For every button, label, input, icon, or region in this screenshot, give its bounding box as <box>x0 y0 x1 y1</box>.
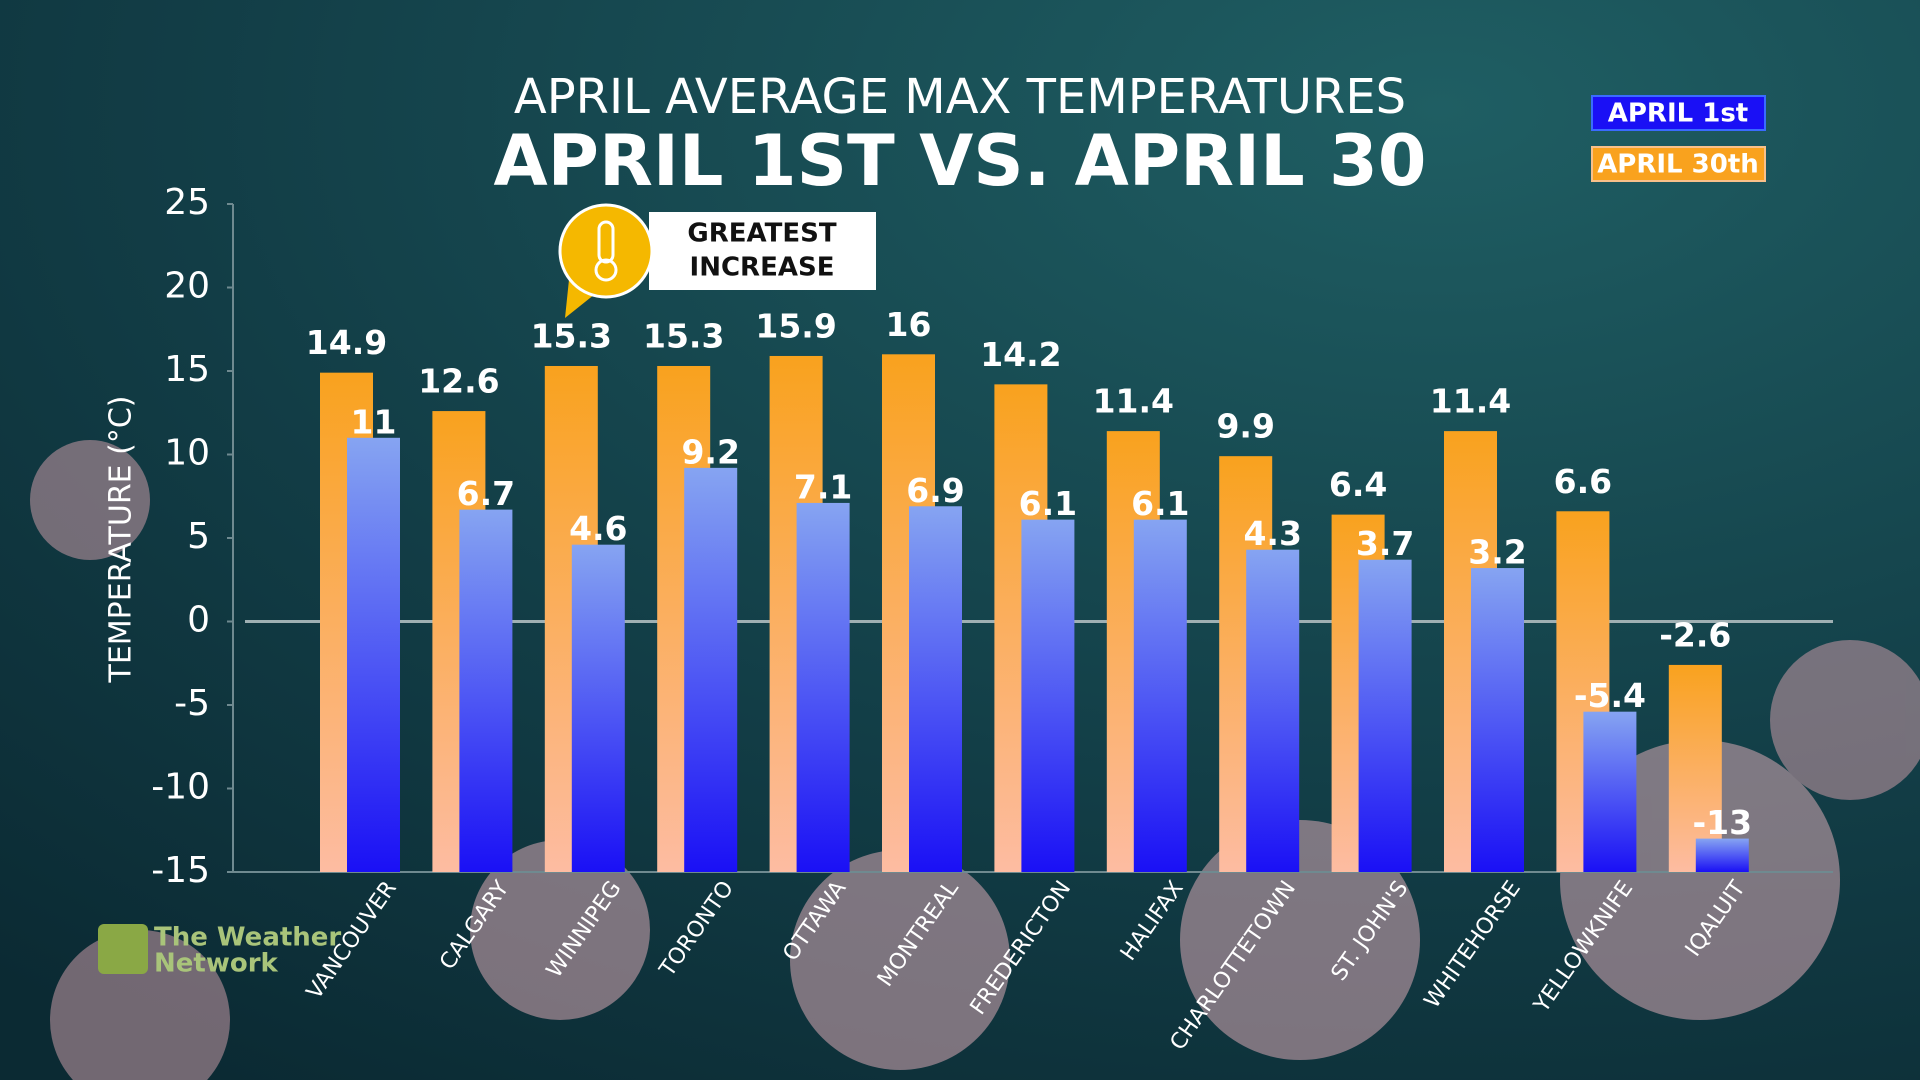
bar <box>1133 519 1187 872</box>
y-tick-label: 5 <box>187 516 210 557</box>
y-tick-label: 20 <box>164 266 210 307</box>
bar <box>1668 664 1722 872</box>
value-label: 14.2 <box>980 335 1061 374</box>
y-tick-label: 0 <box>187 600 210 641</box>
chart-subtitle: APRIL 1ST VS. APRIL 30 <box>493 120 1426 202</box>
annotation-box <box>649 212 876 290</box>
annotation-text: GREATEST <box>687 219 836 249</box>
value-label: 3.2 <box>1468 533 1526 572</box>
value-label: 7.1 <box>794 467 852 506</box>
value-label: 16 <box>886 305 932 344</box>
value-label: 11 <box>351 402 397 441</box>
annotation-icon <box>558 203 654 299</box>
value-label: 3.7 <box>1356 524 1414 563</box>
bar <box>1471 568 1524 872</box>
y-axis-title: TEMPERATURE (°C) <box>104 395 139 683</box>
legend-swatch <box>1591 146 1766 182</box>
bar <box>796 502 850 872</box>
annotation: GREATEST INCREASE <box>558 203 876 318</box>
value-label: -2.6 <box>1659 615 1731 654</box>
thermometer-bulb <box>594 258 618 282</box>
bar <box>1021 519 1075 872</box>
value-label: 6.1 <box>1019 484 1077 523</box>
value-label: 6.9 <box>906 471 964 510</box>
bar <box>571 544 625 872</box>
bar <box>347 437 400 872</box>
logo-text: Network <box>154 949 279 979</box>
value-label: -13 <box>1692 803 1752 842</box>
y-tick-label: 15 <box>164 349 210 390</box>
value-label: 12.6 <box>418 362 499 401</box>
annotation-text: INCREASE <box>690 253 835 283</box>
bar <box>1583 711 1637 872</box>
bar <box>909 506 962 872</box>
bar <box>459 509 513 872</box>
bar <box>1246 549 1300 872</box>
y-tick-label: 10 <box>164 433 210 474</box>
legend-swatch <box>1591 95 1766 131</box>
value-label: 9.9 <box>1216 407 1274 446</box>
bar <box>1358 559 1412 872</box>
value-label: 11.4 <box>1093 382 1174 421</box>
thermometer <box>597 220 615 264</box>
logo-text: The Weather <box>154 923 341 953</box>
y-tick-label: -10 <box>151 767 210 808</box>
value-label: 4.6 <box>569 509 627 548</box>
bar <box>684 467 738 872</box>
y-tick-label: 25 <box>164 182 210 223</box>
y-tick-label: -5 <box>174 683 210 724</box>
value-label: 11.4 <box>1430 382 1511 421</box>
value-label: 4.3 <box>1243 514 1301 553</box>
value-label: 15.9 <box>755 306 836 345</box>
value-label: -5.4 <box>1574 676 1646 715</box>
legend-label: APRIL 30th <box>1597 150 1759 180</box>
logo: The Weather Network <box>98 923 341 979</box>
legend-label: APRIL 1st <box>1608 99 1749 129</box>
value-label: 6.1 <box>1131 484 1189 523</box>
y-tick-label: -15 <box>151 850 210 891</box>
value-label: 6.7 <box>457 474 515 513</box>
value-label: 15.3 <box>643 316 724 355</box>
bar <box>1695 838 1749 872</box>
value-label: 6.6 <box>1554 462 1612 501</box>
chart-title: APRIL AVERAGE MAX TEMPERATURES <box>514 69 1406 125</box>
value-label: 6.4 <box>1329 465 1387 504</box>
value-label: 9.2 <box>681 432 739 471</box>
value-label: 15.3 <box>531 316 612 355</box>
value-label: 14.9 <box>306 323 387 362</box>
